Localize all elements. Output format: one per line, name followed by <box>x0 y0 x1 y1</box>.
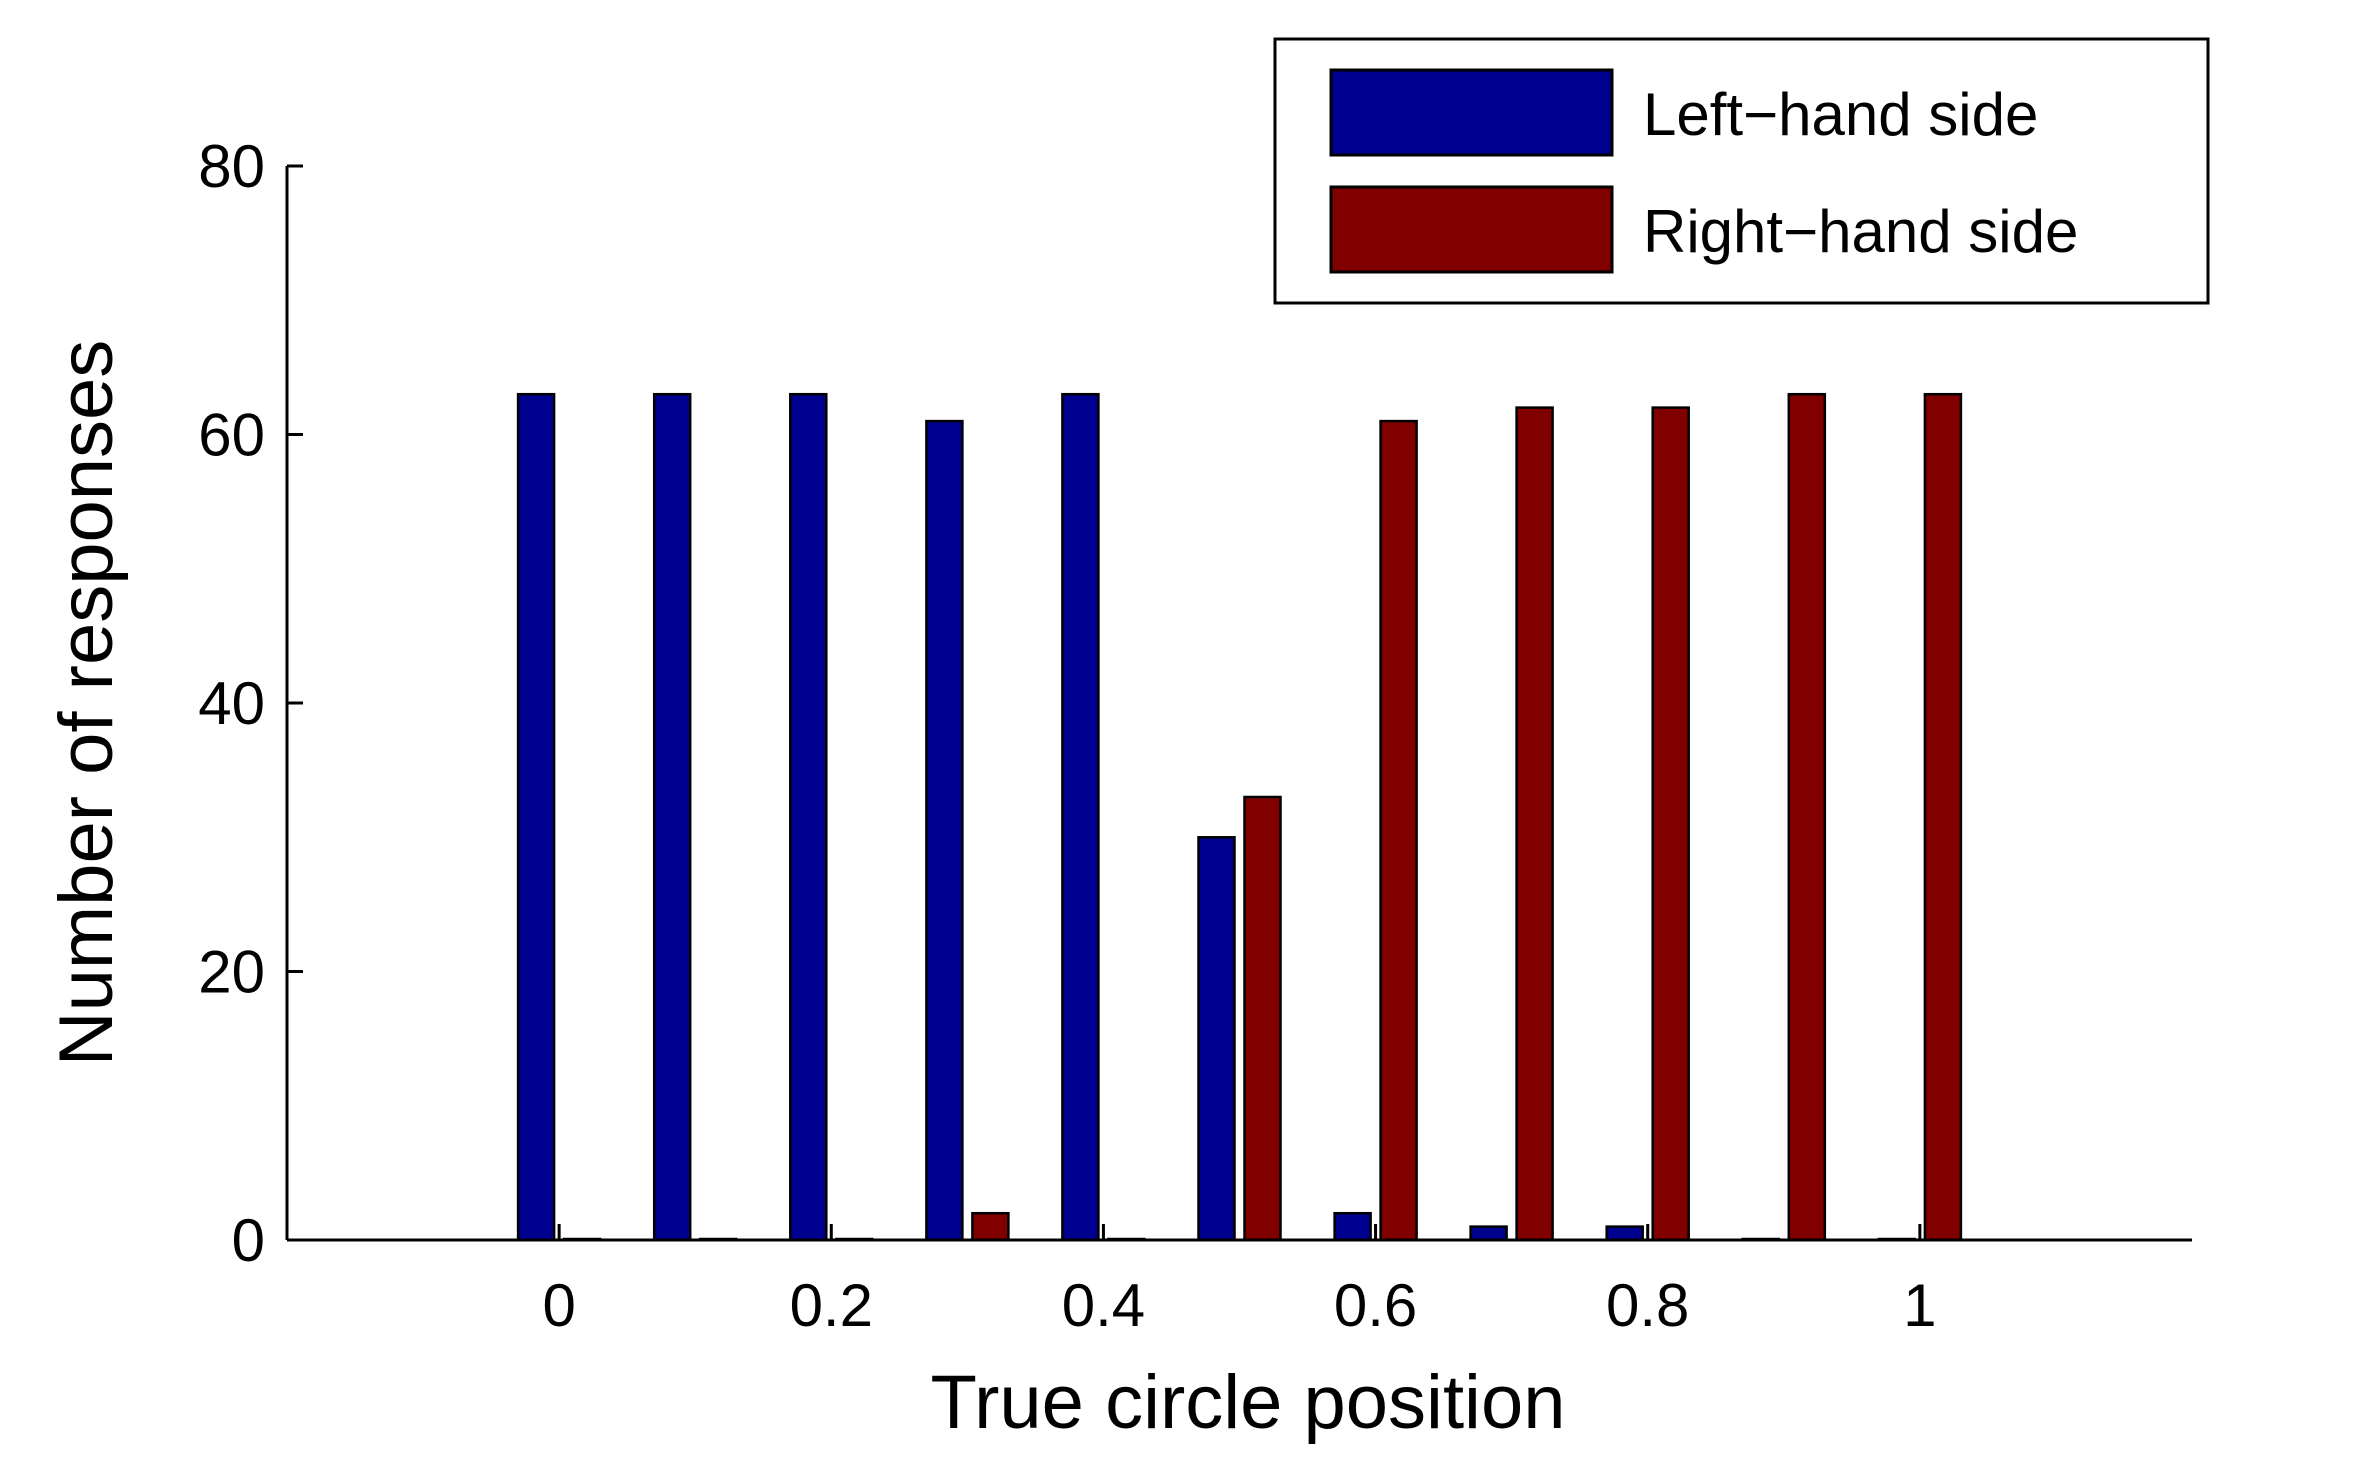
legend-label-left-hand-side: Left−hand side <box>1643 81 2038 148</box>
x-tick-label-3: 0.6 <box>1334 1272 1417 1339</box>
axes-group <box>285 166 2192 1242</box>
x-tick-label-1: 0.2 <box>790 1272 873 1339</box>
legend-swatch-right-hand-side <box>1329 185 1614 274</box>
bar-right-hand-side-7 <box>1515 406 1554 1242</box>
x-axis-title: True circle position <box>931 1360 1566 1445</box>
x-tick-label-5: 1 <box>1903 1272 1936 1339</box>
y-tick-label-2: 40 <box>198 670 265 737</box>
bar-right-hand-side-3 <box>971 1211 1010 1242</box>
bar-left-hand-side-8 <box>1605 1225 1644 1242</box>
bar-left-hand-side-2 <box>789 392 828 1242</box>
x-tick-label-0: 0 <box>542 1272 575 1339</box>
legend: Left−hand side Right−hand side <box>1273 37 2210 305</box>
x-tick-label-2: 0.4 <box>1062 1272 1145 1339</box>
y-tick-label-3: 60 <box>198 402 265 469</box>
bar-left-hand-side-5 <box>1197 836 1236 1242</box>
y-ticks-group: 0 20 40 60 80 <box>198 133 303 1274</box>
bar-left-hand-side-4 <box>1061 392 1100 1242</box>
y-tick-label-4: 80 <box>198 133 265 200</box>
y-axis-title: Number of responses <box>44 340 129 1067</box>
bar-right-hand-side-10 <box>1923 392 1963 1242</box>
bar-right-hand-side-6 <box>1379 419 1418 1242</box>
bar-left-hand-side-1 <box>652 392 692 1242</box>
bar-right-hand-side-8 <box>1651 406 1690 1242</box>
legend-swatch-left-hand-side <box>1329 68 1614 157</box>
bar-left-hand-side-7 <box>1469 1225 1508 1242</box>
legend-label-right-hand-side: Right−hand side <box>1643 198 2078 265</box>
x-tick-label-4: 0.8 <box>1606 1272 1689 1339</box>
bar-left-hand-side-3 <box>925 419 964 1242</box>
bar-right-hand-side-9 <box>1787 392 1827 1242</box>
bar-left-hand-side-0 <box>516 392 556 1242</box>
bars-group <box>516 392 1963 1242</box>
y-tick-label-0: 0 <box>232 1207 265 1274</box>
bar-left-hand-side-6 <box>1333 1211 1372 1242</box>
bar-right-hand-side-5 <box>1243 795 1282 1242</box>
y-tick-label-1: 20 <box>198 939 265 1006</box>
x-ticks-group: 0 0.2 0.4 0.6 0.8 1 <box>542 1224 1937 1339</box>
